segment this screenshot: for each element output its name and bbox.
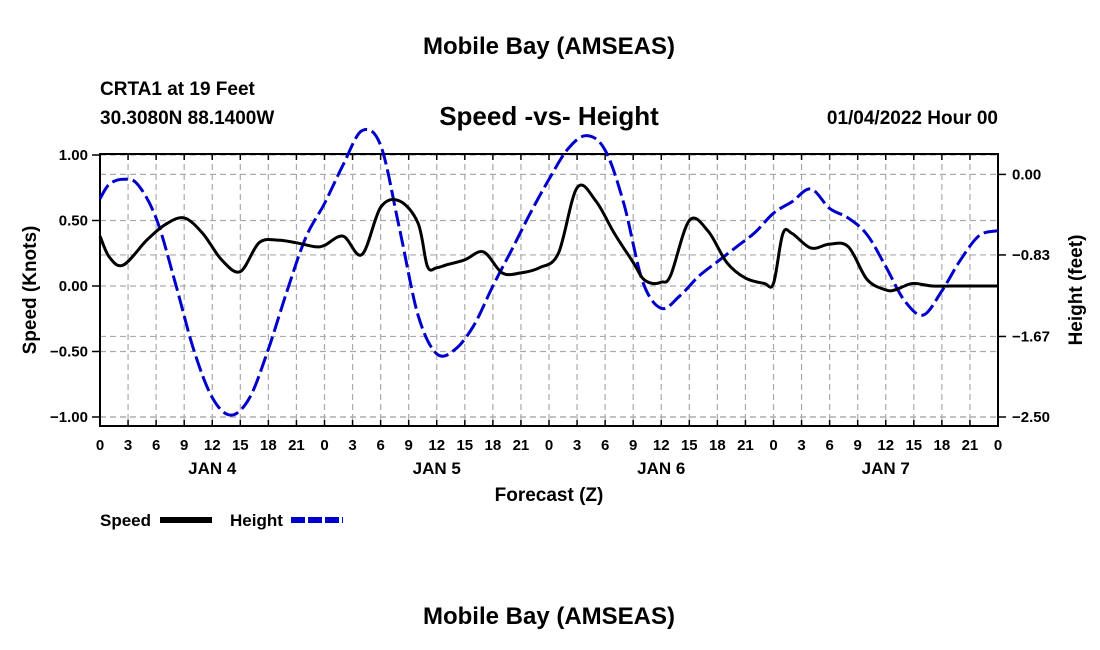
coordinates-label: 30.3080N 88.1400W xyxy=(100,108,274,129)
x-tick-label: 21 xyxy=(737,437,754,454)
y2-axis-label: Height (feet) xyxy=(1066,235,1087,346)
y2-tick-label: −0.83 xyxy=(1012,247,1050,264)
x-tick-label: 0 xyxy=(545,437,553,454)
day-label: JAN 4 xyxy=(188,459,237,478)
x-tick-label: 3 xyxy=(124,437,132,454)
legend-speed-label: Speed xyxy=(100,511,151,530)
x-tick-label: 6 xyxy=(152,437,160,454)
y-axis-label: Speed (Knots) xyxy=(20,226,41,355)
y2-tick-label: −2.50 xyxy=(1012,409,1050,426)
page-title: Mobile Bay (AMSEAS) xyxy=(423,33,675,60)
next-page-title: Mobile Bay (AMSEAS) xyxy=(423,603,675,630)
station-label: CRTA1 at 19 Feet xyxy=(100,79,256,100)
x-tick-label: 9 xyxy=(629,437,637,454)
y2-tick-label: −1.67 xyxy=(1012,328,1050,345)
x-tick-label: 6 xyxy=(601,437,609,454)
x-tick-label: 21 xyxy=(513,437,530,454)
axis-ticks: 0 3 6 9 12 15 18 21 0 3 6 9 12 15 18 21 0 3 6 9 12 15 18 21 0 3 6 9… xyxy=(50,147,1050,478)
x-tick-label: 12 xyxy=(204,437,221,454)
x-tick-label: 3 xyxy=(573,437,581,454)
x-tick-label: 15 xyxy=(456,437,473,454)
x-axis-label: Forecast (Z) xyxy=(495,485,604,506)
x-tick-label: 3 xyxy=(348,437,356,454)
x-tick-label: 12 xyxy=(653,437,670,454)
day-label: JAN 5 xyxy=(413,459,461,478)
y-tick-label: −0.50 xyxy=(50,344,88,361)
x-tick-label: 21 xyxy=(962,437,979,454)
x-tick-label: 0 xyxy=(320,437,328,454)
x-tick-label: 18 xyxy=(709,437,726,454)
x-tick-label: 12 xyxy=(428,437,445,454)
x-tick-label: 0 xyxy=(994,437,1002,454)
x-tick-label: 9 xyxy=(854,437,862,454)
day-label: JAN 6 xyxy=(637,459,685,478)
x-tick-label: 6 xyxy=(376,437,384,454)
y-tick-label: 0.00 xyxy=(59,278,88,295)
x-tick-label: 18 xyxy=(934,437,951,454)
x-tick-label: 9 xyxy=(180,437,188,454)
x-tick-label: 0 xyxy=(769,437,777,454)
x-tick-label: 12 xyxy=(877,437,894,454)
x-tick-label: 21 xyxy=(288,437,305,454)
height-series-line xyxy=(98,127,999,417)
x-tick-label: 0 xyxy=(96,437,104,454)
x-tick-label: 6 xyxy=(825,437,833,454)
y-tick-label: −1.00 xyxy=(50,409,88,426)
x-tick-label: 15 xyxy=(905,437,922,454)
x-tick-label: 3 xyxy=(797,437,805,454)
legend-height-label: Height xyxy=(230,511,283,530)
x-tick-label: 9 xyxy=(405,437,413,454)
series-lines xyxy=(98,127,999,417)
chart-grid xyxy=(100,154,998,426)
speed-series-line xyxy=(98,183,998,293)
day-label: JAN 7 xyxy=(862,459,910,478)
forecast-date-label: 01/04/2022 Hour 00 xyxy=(827,108,998,129)
y-tick-label: 0.50 xyxy=(59,213,88,230)
y2-tick-label: 0.00 xyxy=(1012,166,1041,183)
legend: Speed Height xyxy=(100,511,343,530)
chart-title: Speed -vs- Height xyxy=(439,101,659,131)
x-tick-label: 15 xyxy=(232,437,249,454)
x-tick-label: 18 xyxy=(485,437,502,454)
x-tick-label: 18 xyxy=(260,437,277,454)
y-tick-label: 1.00 xyxy=(59,147,88,164)
x-tick-label: 15 xyxy=(681,437,698,454)
